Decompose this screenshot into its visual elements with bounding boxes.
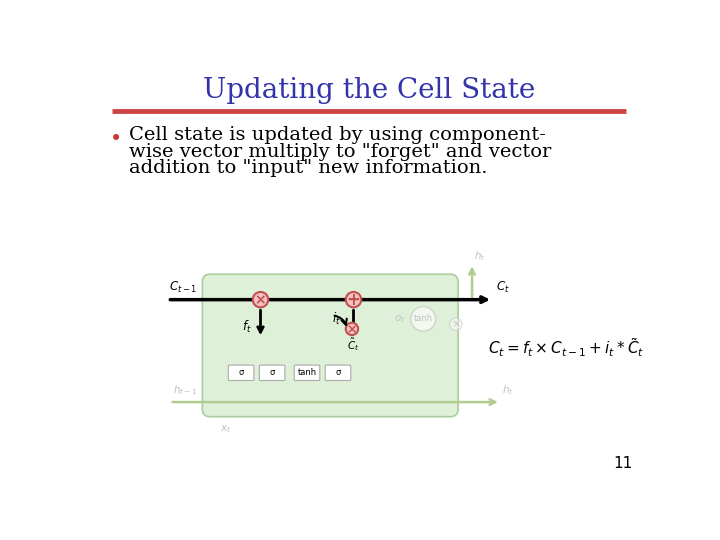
- Text: σ: σ: [238, 368, 244, 377]
- Text: •: •: [109, 129, 122, 148]
- Text: ×: ×: [347, 323, 357, 336]
- Text: $f_t$: $f_t$: [242, 319, 251, 335]
- Text: Updating the Cell State: Updating the Cell State: [203, 77, 535, 104]
- FancyBboxPatch shape: [228, 365, 254, 381]
- Text: ×: ×: [451, 320, 461, 330]
- Circle shape: [449, 318, 462, 330]
- FancyBboxPatch shape: [294, 365, 320, 381]
- Text: $h_t$: $h_t$: [474, 249, 486, 262]
- Text: 11: 11: [613, 456, 632, 470]
- FancyBboxPatch shape: [202, 274, 458, 417]
- FancyBboxPatch shape: [325, 365, 351, 381]
- Text: $C_{t-1}$: $C_{t-1}$: [169, 280, 197, 295]
- Text: σ: σ: [336, 368, 341, 377]
- FancyBboxPatch shape: [259, 365, 285, 381]
- Text: addition to "input" new information.: addition to "input" new information.: [129, 159, 487, 177]
- Circle shape: [346, 292, 361, 307]
- Circle shape: [411, 307, 436, 331]
- Text: Cell state is updated by using component-: Cell state is updated by using component…: [129, 126, 546, 144]
- Text: $C_t$: $C_t$: [496, 280, 510, 295]
- Text: $h_t$: $h_t$: [503, 383, 514, 397]
- Text: tanh: tanh: [297, 368, 317, 377]
- Text: $i_t$: $i_t$: [332, 311, 341, 327]
- Text: +: +: [346, 291, 361, 309]
- Text: $h_{t-1}$: $h_{t-1}$: [173, 383, 197, 397]
- Text: tanh: tanh: [414, 314, 433, 323]
- Circle shape: [346, 323, 358, 335]
- Text: $C_t = f_t \times C_{t-1} + i_t * \tilde{C}_t$: $C_t = f_t \times C_{t-1} + i_t * \tilde…: [488, 337, 645, 360]
- Text: $x_t$: $x_t$: [220, 423, 231, 435]
- Text: wise vector multiply to "forget" and vector: wise vector multiply to "forget" and vec…: [129, 143, 551, 160]
- Text: $o_t$: $o_t$: [395, 313, 405, 325]
- Circle shape: [253, 292, 269, 307]
- Text: ×: ×: [255, 293, 266, 307]
- Text: σ: σ: [269, 368, 275, 377]
- Text: $\tilde{C}_t$: $\tilde{C}_t$: [347, 336, 360, 354]
